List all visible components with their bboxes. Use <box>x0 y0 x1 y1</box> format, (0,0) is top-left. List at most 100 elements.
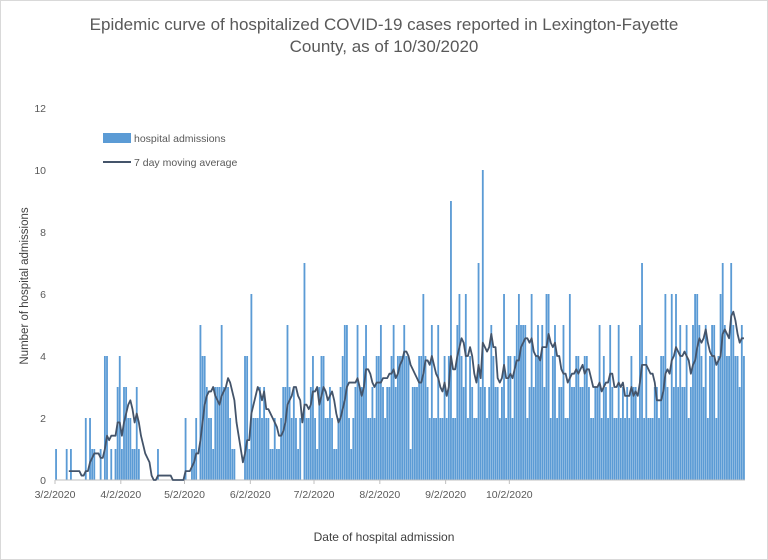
bar <box>271 449 274 480</box>
bar <box>286 325 289 480</box>
bar <box>396 356 399 480</box>
bar <box>418 356 421 480</box>
bar <box>717 356 720 480</box>
bar <box>484 387 486 480</box>
bar <box>530 294 533 480</box>
bar <box>568 294 571 480</box>
bar <box>728 356 730 480</box>
bar <box>133 449 136 480</box>
bar <box>363 356 365 480</box>
bar <box>265 418 268 480</box>
bar <box>509 356 512 480</box>
bar <box>350 449 353 480</box>
bar <box>114 449 117 480</box>
bar <box>554 325 556 480</box>
bar <box>299 418 302 480</box>
bar <box>409 449 412 480</box>
bar <box>490 325 493 480</box>
bar <box>532 387 535 480</box>
chart-title-line-2: County, as of 10/30/2020 <box>289 37 479 56</box>
bar <box>225 387 227 480</box>
bar <box>403 325 406 480</box>
bar <box>208 418 210 480</box>
bar <box>384 418 387 480</box>
bar <box>619 418 622 480</box>
bar <box>450 201 452 480</box>
bar <box>719 294 722 480</box>
bar <box>630 356 633 480</box>
x-tick-label: 7/2/2020 <box>294 489 335 501</box>
bar <box>473 418 476 480</box>
bar <box>399 356 401 480</box>
bar <box>605 387 607 480</box>
bar <box>89 418 91 480</box>
bar <box>515 325 518 480</box>
bar <box>467 418 469 480</box>
bar <box>416 387 418 480</box>
bar <box>367 418 370 480</box>
bar <box>743 356 745 480</box>
bar <box>660 356 663 480</box>
bar <box>388 387 391 480</box>
bar <box>348 418 350 480</box>
bar <box>195 418 198 480</box>
bar <box>316 449 319 480</box>
bar <box>562 325 565 480</box>
bar <box>723 325 726 480</box>
bar <box>464 294 467 480</box>
bar <box>318 387 321 480</box>
bar <box>341 356 344 480</box>
bar <box>662 356 665 480</box>
bar <box>740 325 743 480</box>
bar <box>628 418 631 480</box>
y-tick-label: 10 <box>34 165 46 177</box>
bar <box>683 387 686 480</box>
bar <box>227 387 229 480</box>
bar <box>229 418 232 480</box>
bar <box>670 294 673 480</box>
legend: hospital admissions 7 day moving average <box>103 133 237 169</box>
bar <box>458 294 461 480</box>
bar <box>199 325 202 480</box>
bar <box>420 356 423 480</box>
bar <box>309 387 312 480</box>
bar <box>282 387 285 480</box>
legend-label-line: 7 day moving average <box>134 157 237 169</box>
bar <box>547 294 550 480</box>
bar <box>607 418 609 480</box>
bar <box>511 418 514 480</box>
bar <box>585 356 588 480</box>
bar <box>365 325 367 480</box>
bar <box>273 418 276 480</box>
y-tick-label: 2 <box>40 413 46 425</box>
bar <box>579 387 582 480</box>
bar <box>441 418 444 480</box>
bar <box>252 418 255 480</box>
bar <box>413 387 416 480</box>
bar <box>275 449 278 480</box>
bar <box>681 387 684 480</box>
bar <box>594 387 597 480</box>
x-axis-label: Date of hospital admission <box>313 530 455 544</box>
chart-title: Epidemic curve of hospitalized COVID-19 … <box>0 14 768 58</box>
bar <box>730 263 733 480</box>
bar <box>352 418 355 480</box>
bar <box>157 449 159 480</box>
bar <box>534 356 537 480</box>
bar <box>320 356 323 480</box>
bar <box>736 356 739 480</box>
bar <box>324 418 327 480</box>
bar <box>254 418 257 480</box>
bar <box>433 418 435 480</box>
moving-average-line <box>68 310 744 481</box>
bar <box>382 387 384 480</box>
bar <box>250 294 253 480</box>
bar <box>726 356 728 480</box>
bar <box>116 387 119 480</box>
bar <box>437 325 440 480</box>
bar <box>290 418 293 480</box>
bar <box>426 387 429 480</box>
bar <box>556 418 559 480</box>
y-tick-label: 4 <box>40 351 46 363</box>
